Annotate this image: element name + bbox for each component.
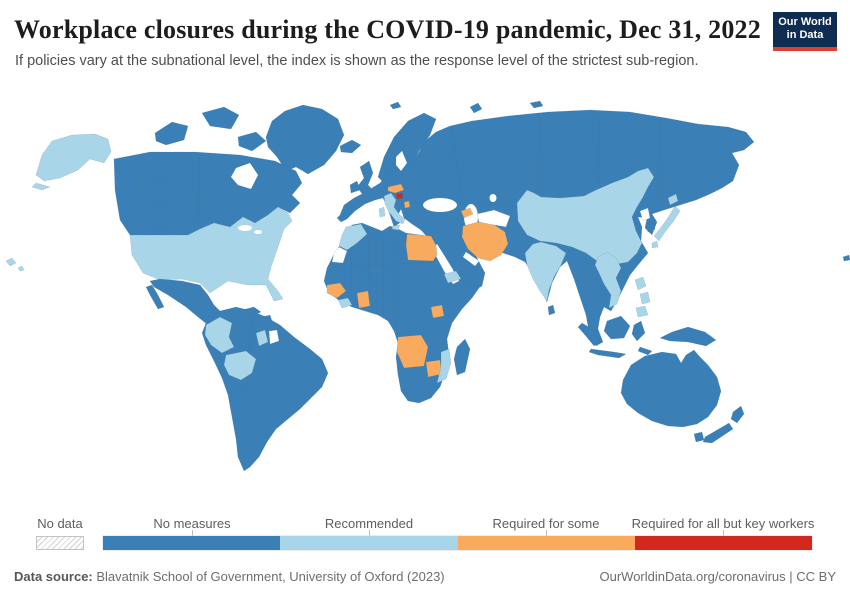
- map-legend: No data No measures Recommended Required…: [0, 512, 850, 558]
- country-bolivia[interactable]: [223, 350, 257, 381]
- legend-segment-no-measures[interactable]: [103, 536, 281, 550]
- country-philippines[interactable]: [634, 276, 651, 318]
- country-north-korea[interactable]: [639, 207, 651, 222]
- country-uganda[interactable]: [430, 304, 445, 319]
- country-ghana[interactable]: [356, 290, 371, 309]
- legend-segment-required-some[interactable]: [457, 536, 635, 550]
- hudson-bay: [231, 163, 258, 189]
- world-map: [0, 95, 850, 510]
- page-subtitle: If policies vary at the subnational leve…: [15, 53, 699, 69]
- country-borders: [159, 112, 661, 396]
- baltic-sea: [396, 151, 407, 171]
- country-new-guinea[interactable]: [659, 326, 717, 347]
- legend-color-bar: [103, 536, 812, 550]
- country-greenland[interactable]: [265, 104, 345, 175]
- country-vietnam-laos-cambodia[interactable]: [594, 251, 622, 309]
- country-russian-arctic[interactable]: [469, 100, 544, 114]
- legend-tick: [546, 530, 547, 536]
- country-colombia[interactable]: [204, 316, 235, 354]
- country-canadian-arctic[interactable]: [154, 106, 267, 152]
- country-hawaii[interactable]: [5, 257, 25, 272]
- country-alaska[interactable]: [31, 133, 112, 191]
- country-new-zealand[interactable]: [702, 405, 745, 444]
- country-eritrea[interactable]: [443, 270, 462, 284]
- country-svalbard[interactable]: [389, 101, 402, 110]
- legend-label-no-measures: No measures: [153, 516, 231, 531]
- legend-segment-recommended[interactable]: [280, 536, 458, 550]
- data-source-text: Blavatnik School of Government, Universi…: [92, 569, 445, 584]
- country-western-sahara[interactable]: [331, 246, 348, 264]
- country-suriname[interactable]: [268, 329, 280, 345]
- owid-logo-line2: in Data: [786, 29, 824, 41]
- country-indonesia[interactable]: [577, 315, 653, 359]
- legend-no-data-swatch[interactable]: [36, 536, 84, 550]
- legend-segment-required-all[interactable]: [634, 536, 812, 550]
- country-iceland[interactable]: [339, 139, 362, 154]
- country-pacific-islands[interactable]: [842, 254, 850, 262]
- legend-tick: [723, 530, 724, 536]
- country-ireland[interactable]: [349, 180, 361, 194]
- country-montenegro[interactable]: [403, 200, 411, 209]
- legend-tick: [369, 530, 370, 536]
- country-mexico[interactable]: [145, 278, 233, 326]
- country-mozambique[interactable]: [436, 348, 452, 384]
- great-lakes: [238, 225, 252, 231]
- page-title: Workplace closures during the COVID-19 p…: [14, 15, 761, 44]
- country-guyana[interactable]: [255, 329, 269, 347]
- legend-tick: [192, 530, 193, 536]
- legend-label-required-all: Required for all but key workers: [631, 516, 815, 531]
- black-sea: [423, 198, 457, 212]
- region-africa[interactable]: [323, 222, 480, 404]
- owid-logo[interactable]: Our World in Data: [773, 12, 837, 51]
- country-united-states[interactable]: [129, 206, 293, 302]
- country-italy[interactable]: [378, 192, 406, 231]
- aral-sea: [489, 194, 497, 202]
- legend-label-required-some: Required for some: [492, 516, 600, 531]
- country-egypt[interactable]: [405, 233, 438, 262]
- country-japan[interactable]: [651, 193, 681, 249]
- country-china[interactable]: [516, 167, 655, 266]
- country-slovenia[interactable]: [395, 192, 404, 200]
- country-azerbaijan[interactable]: [460, 207, 474, 219]
- country-morocco[interactable]: [338, 223, 368, 251]
- country-india[interactable]: [524, 241, 567, 302]
- attribution-link[interactable]: OurWorldinData.org/coronavirus | CC BY: [599, 569, 836, 584]
- country-south-korea[interactable]: [645, 220, 656, 233]
- persian-gulf: [463, 252, 479, 266]
- country-turkmenistan[interactable]: [476, 209, 511, 228]
- country-madagascar[interactable]: [453, 338, 471, 376]
- data-source-label: Data source:: [14, 569, 93, 584]
- legend-label-no-data: No data: [37, 516, 83, 531]
- owid-logo-line1: Our World: [778, 16, 832, 28]
- country-guinea[interactable]: [326, 282, 347, 299]
- country-south-america[interactable]: [201, 306, 329, 472]
- country-sri-lanka[interactable]: [547, 304, 556, 316]
- country-liberia[interactable]: [337, 297, 353, 309]
- country-austria[interactable]: [387, 183, 405, 194]
- legend-label-recommended: Recommended: [324, 516, 414, 531]
- world-map-svg: [5, 100, 850, 472]
- data-source: Data source: Blavatnik School of Governm…: [14, 569, 445, 584]
- country-australia[interactable]: [620, 349, 722, 443]
- country-angola[interactable]: [396, 334, 429, 369]
- great-lakes2: [254, 230, 262, 234]
